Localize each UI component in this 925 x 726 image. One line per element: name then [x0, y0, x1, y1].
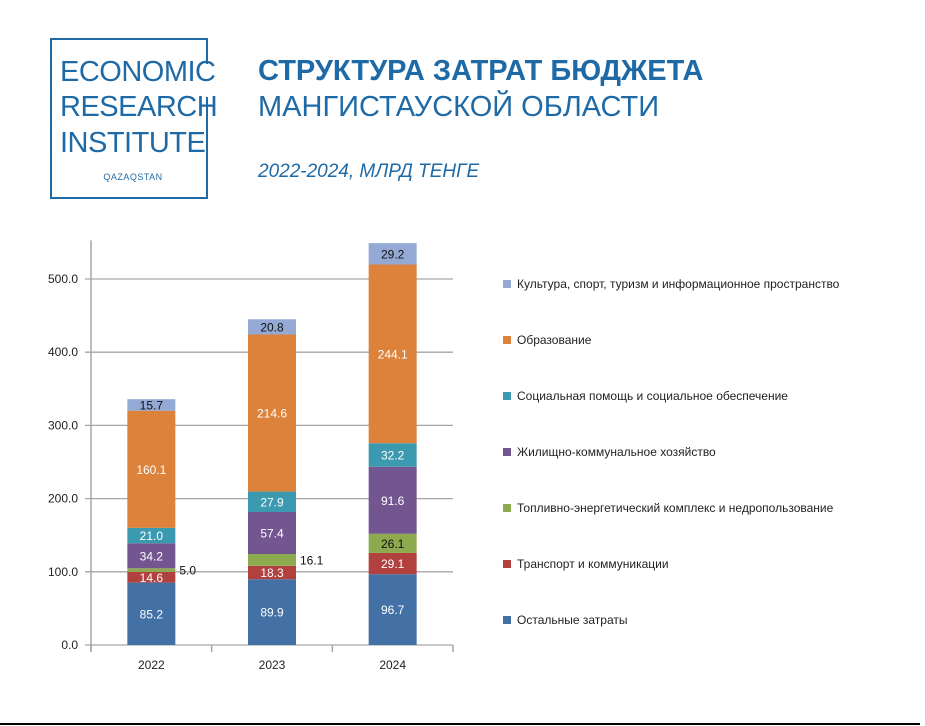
data-label: 96.7: [381, 603, 405, 617]
bar-segment: [368, 443, 417, 467]
data-label: 5.0: [179, 564, 196, 578]
logo-frame: [50, 38, 208, 199]
y-tick-label: 400.0: [48, 345, 78, 359]
legend-item: Топливно-энергетический комплекс и недро…: [503, 500, 833, 516]
data-label: 27.9: [260, 495, 284, 509]
data-label: 16.1: [300, 553, 324, 567]
y-tick-label: 0.0: [61, 638, 78, 652]
bar-segment: [368, 533, 417, 553]
data-label: 32.2: [381, 448, 405, 462]
bar-segment: [248, 554, 296, 566]
data-label: 29.2: [381, 247, 405, 261]
y-tick-label: 100.0: [48, 565, 78, 579]
data-label: 91.6: [381, 494, 405, 508]
legend-swatch: [503, 280, 511, 288]
legend-label: Топливно-энергетический комплекс и недро…: [517, 501, 834, 515]
bottom-divider: [0, 723, 920, 725]
legend-label: Образование: [517, 333, 592, 347]
bar-segment: [248, 579, 296, 645]
bar-segment: [248, 511, 296, 555]
legend-item: Образование: [503, 332, 591, 348]
legend-label: Культура, спорт, туризм и информационное…: [517, 277, 840, 291]
bar-segment: [127, 571, 176, 583]
legend-label: Жилищно-коммунальное хозяйство: [517, 445, 716, 459]
bar-segment: [248, 319, 296, 335]
page-subtitle: 2022-2024, МЛРД ТЕНГЕ: [258, 161, 480, 182]
data-label: 89.9: [260, 606, 284, 620]
x-tick-label: 2024: [379, 658, 406, 672]
legend-swatch: [503, 504, 511, 512]
data-label: 214.6: [257, 407, 287, 421]
legend-label: Транспорт и коммуникации: [517, 557, 669, 571]
legend-label: Остальные затраты: [517, 613, 628, 627]
bar-segment: [368, 243, 417, 265]
logo-line-3: INSTITUTE: [60, 127, 206, 159]
logo-line-1: ECONOMIC: [60, 56, 216, 88]
bar-segment: [127, 543, 176, 569]
logo-line-2: RESEARCH: [60, 91, 218, 123]
data-label: 57.4: [260, 527, 284, 541]
data-label: 34.2: [140, 549, 164, 563]
bar-segment: [127, 399, 176, 411]
logo-subtitle: QAZAQSTAN: [103, 172, 163, 182]
legend-item: Остальные затраты: [503, 612, 628, 628]
data-label: 244.1: [378, 347, 408, 361]
legend-label: Социальная помощь и социальное обеспечен…: [517, 389, 788, 403]
page-title-line-1: СТРУКТУРА ЗАТРАТ БЮДЖЕТА: [258, 55, 704, 87]
x-tick-label: 2023: [259, 658, 286, 672]
data-label: 14.6: [140, 571, 164, 585]
bar-segment: [127, 410, 176, 528]
bar-segment: [127, 527, 176, 544]
bar-segment: [368, 574, 417, 645]
bar-segment: [248, 491, 296, 512]
logo-frame-right-top: [206, 38, 208, 64]
legend-item: Культура, спорт, туризм и информационное…: [503, 276, 839, 292]
bar-segment: [248, 565, 296, 580]
legend-item: Жилищно-коммунальное хозяйство: [503, 444, 716, 460]
legend-swatch: [503, 392, 511, 400]
x-tick-label: 2022: [138, 658, 165, 672]
logo-frame-right-bottom: [206, 97, 208, 197]
y-tick-label: 200.0: [48, 492, 78, 506]
bar-segment: [127, 582, 176, 645]
data-label: 21.0: [140, 529, 164, 543]
legend-swatch: [503, 336, 511, 344]
bar-segment: [368, 552, 417, 575]
data-label: 20.8: [260, 320, 284, 334]
legend-swatch: [503, 560, 511, 568]
legend-item: Социальная помощь и социальное обеспечен…: [503, 388, 788, 404]
bar-segment: [368, 264, 417, 444]
bar-segment: [368, 466, 417, 534]
bar-segment: [248, 334, 296, 492]
legend-swatch: [503, 616, 511, 624]
y-tick-label: 500.0: [48, 272, 78, 286]
bar-segment: [127, 568, 176, 572]
data-label: 85.2: [140, 607, 164, 621]
data-label: 18.3: [260, 566, 284, 580]
legend-item: Транспорт и коммуникации: [503, 556, 669, 572]
y-tick-label: 300.0: [48, 418, 78, 432]
data-label: 160.1: [136, 463, 166, 477]
data-label: 26.1: [381, 537, 405, 551]
page-title-line-2: МАНГИСТАУСКОЙ ОБЛАСТИ: [258, 91, 660, 123]
legend-swatch: [503, 448, 511, 456]
data-label: 29.1: [381, 557, 405, 571]
data-label: 15.7: [140, 398, 164, 412]
